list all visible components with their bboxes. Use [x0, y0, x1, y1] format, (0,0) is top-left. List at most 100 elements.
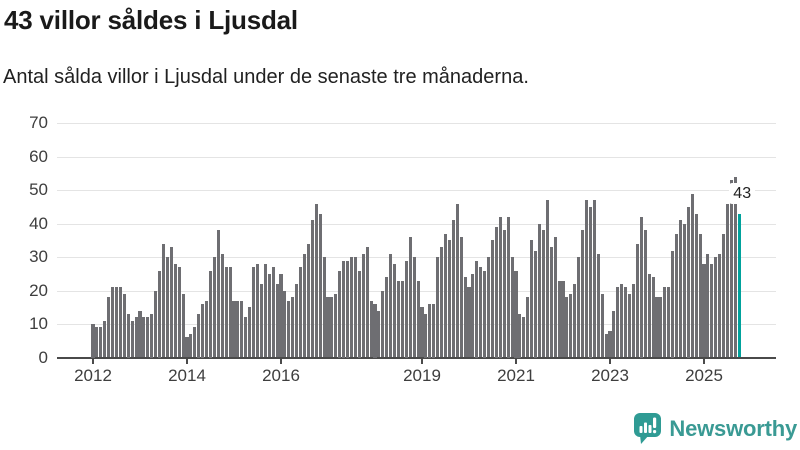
bar [698, 233, 702, 358]
bar [259, 283, 263, 358]
bar [667, 287, 671, 358]
x-axis-tick [703, 359, 705, 364]
bar [596, 253, 600, 358]
bar [530, 240, 534, 358]
bar [232, 300, 236, 358]
bar [118, 287, 122, 358]
bar [631, 283, 636, 358]
gridline [57, 223, 776, 225]
bar [545, 200, 549, 358]
bar [569, 293, 573, 358]
x-axis-tick [609, 359, 611, 364]
bar [443, 233, 448, 358]
x-axis-tick-label: 2023 [591, 366, 629, 385]
bar [142, 317, 146, 358]
bar [628, 293, 632, 358]
bar [103, 320, 107, 358]
bar [134, 317, 138, 358]
bar [624, 287, 628, 358]
bar [651, 277, 655, 358]
bar [201, 304, 205, 358]
bar [643, 230, 647, 358]
bar [377, 310, 381, 358]
brand-name: Newsworthy [669, 415, 797, 441]
newsworthy-logo[interactable]: Newsworthy [632, 412, 797, 445]
bar [600, 293, 604, 358]
bar [216, 230, 220, 358]
bar [326, 297, 330, 358]
bar [447, 240, 451, 358]
bar [553, 237, 557, 358]
bar [228, 267, 232, 358]
bar [686, 207, 690, 358]
bar [522, 317, 526, 358]
bar [534, 250, 538, 358]
bar [416, 280, 420, 358]
bar [302, 253, 307, 358]
bar [346, 260, 350, 358]
bar [487, 257, 491, 358]
bar [718, 253, 722, 358]
bar [604, 334, 608, 358]
bar [682, 223, 686, 358]
bar [671, 250, 675, 358]
bar [252, 267, 256, 358]
bar [588, 207, 592, 358]
bar [514, 270, 518, 358]
bar [185, 337, 189, 358]
bar [353, 257, 357, 358]
bar [577, 257, 581, 358]
x-axis-tick [515, 359, 517, 364]
bar [647, 273, 651, 358]
bar [702, 263, 706, 358]
bar [463, 277, 467, 358]
bar [365, 247, 369, 358]
bar [620, 283, 624, 358]
bar [502, 230, 506, 358]
bar [733, 176, 737, 358]
bar [471, 273, 475, 358]
bar [678, 220, 683, 358]
bar [432, 304, 436, 358]
bar [467, 287, 471, 358]
bar [295, 283, 299, 358]
bar [283, 290, 287, 358]
x-axis-tick-label: 2021 [497, 366, 535, 385]
bar [557, 280, 561, 358]
bar [608, 330, 612, 358]
bar [592, 200, 596, 358]
x-axis-tick-label: 2012 [74, 366, 112, 385]
bar [541, 230, 545, 358]
bar [255, 263, 260, 358]
bar [490, 240, 495, 358]
value-label: 43 [729, 182, 756, 204]
bar [612, 310, 616, 358]
bar [95, 327, 99, 358]
gridline [57, 156, 776, 158]
bar [275, 283, 279, 358]
bar [420, 307, 424, 358]
y-axis-tick-label: 0 [38, 347, 48, 367]
bar [111, 287, 115, 358]
bar [393, 263, 397, 358]
bar [107, 297, 111, 358]
bar [440, 247, 444, 358]
bar [506, 217, 510, 358]
bar [169, 247, 173, 358]
y-axis-tick-label: 50 [29, 180, 48, 200]
bar [526, 297, 530, 358]
bar [318, 213, 322, 358]
bar [224, 267, 228, 358]
bar [639, 217, 643, 358]
newsworthy-icon [634, 413, 662, 444]
bar [561, 280, 565, 358]
highlighted-bar [737, 213, 741, 358]
bar [655, 297, 659, 358]
y-axis-tick-label: 30 [29, 247, 48, 267]
bar [385, 277, 389, 358]
bar [189, 334, 193, 358]
bar [208, 270, 213, 358]
bar [373, 304, 377, 358]
bar [729, 180, 733, 358]
bar [322, 257, 326, 358]
